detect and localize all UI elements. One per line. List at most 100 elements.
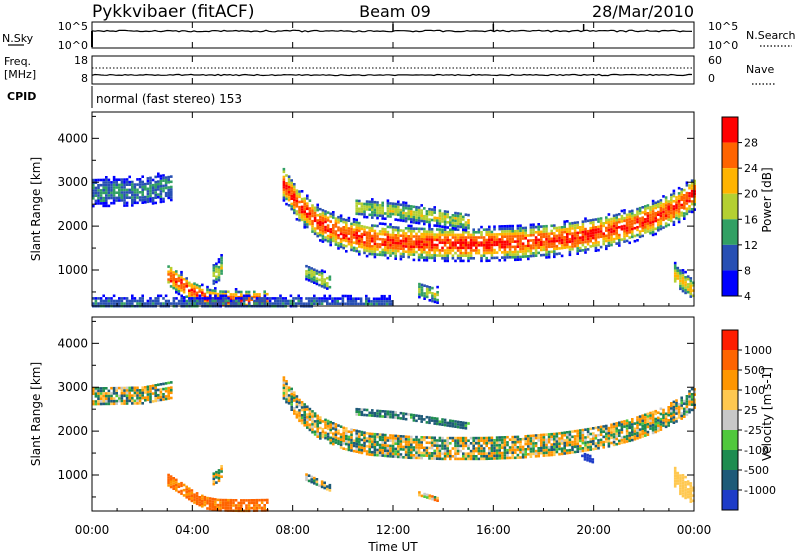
power-cell-main-1516 <box>667 218 670 221</box>
velocity-cell-pos_arc-17 <box>371 414 374 417</box>
velocity-cell-gs_band-52 <box>112 392 116 395</box>
power-cell-floor-232 <box>258 297 261 300</box>
power-cell-main-1251 <box>599 225 603 228</box>
velocity-cell-gs_main-1169 <box>677 403 681 406</box>
power-cell-arc-128 <box>410 212 413 216</box>
power-cell-main-301 <box>358 227 361 230</box>
power-cell-end-42 <box>686 288 690 291</box>
power-cell-main-1118 <box>566 220 569 223</box>
power-cell-floor-77 <box>146 299 150 303</box>
power-cell-floor-7 <box>97 297 100 300</box>
power-cell-main-1609 <box>690 208 694 211</box>
powerBar-swatch-0 <box>722 117 738 143</box>
power-cell-main-1231 <box>594 233 598 237</box>
power-cell-main-1217 <box>592 218 595 222</box>
power-cell-main-1070 <box>553 226 556 230</box>
power-cell-main-1074 <box>553 239 556 243</box>
velocity-cell-pos_arc-80 <box>438 423 442 426</box>
velocity-cell-gs_main-419 <box>420 441 423 444</box>
power-cell-main-1190 <box>584 220 587 223</box>
power-cell-main-849 <box>498 246 501 249</box>
power-cell-main-206 <box>332 239 335 243</box>
power-cell-main-715 <box>462 244 465 247</box>
velocity-cell-gs_main-162 <box>334 438 338 442</box>
power-cell-main-111 <box>308 215 312 218</box>
power-cell-main-1066 <box>550 242 553 246</box>
power-cell-rise-21 <box>217 278 221 282</box>
power-cell-main-1216 <box>589 245 592 248</box>
velBar-swatch-6 <box>722 450 738 470</box>
velocity-cell-gs_main-315 <box>386 447 390 450</box>
time-axis-ticks: 00:00 04:00 08:00 12:00 16:00 20:00 00:00 <box>75 22 711 537</box>
power-cell-main-1423 <box>646 204 650 207</box>
power-cell-main-1210 <box>589 226 592 230</box>
velocity-cell-gs_main-912 <box>589 432 592 436</box>
power-cell-main-182 <box>326 226 330 230</box>
power-cell-main-1026 <box>540 246 543 249</box>
power-cell-floor-128 <box>185 302 189 305</box>
power-cell-main-698 <box>459 233 462 237</box>
velocity-cell-gs_main-242 <box>363 439 366 442</box>
velocity-cell-gs_main-173 <box>339 438 343 441</box>
power-cell-main-1035 <box>542 243 546 246</box>
velocity-cell-gs_main-1191 <box>685 400 689 403</box>
power-cell-low-196 <box>255 295 259 299</box>
velocity-cell-gs_main-881 <box>579 431 582 435</box>
velocity-cell-gs_main-478 <box>441 444 444 448</box>
power-cell-floor-198 <box>232 299 235 303</box>
power-cell-main-1448 <box>651 210 655 213</box>
power-cell-arc-142 <box>415 216 418 219</box>
velocity-cell-gs_main-350 <box>397 450 400 453</box>
velocity-cell-gs_band-121 <box>141 396 144 400</box>
velocity-cell-gs_main-991 <box>618 421 621 424</box>
velocity-cell-neg_low-135 <box>245 504 248 507</box>
power-cell-main-868 <box>503 240 507 244</box>
date-title: 28/Mar/2010 <box>592 2 694 21</box>
power-cell-main-57 <box>295 194 299 198</box>
power-cell-floor-283 <box>292 299 295 303</box>
power-cell-band-19 <box>97 186 100 190</box>
power-cell-main-434 <box>391 239 395 242</box>
power-cell-main-495 <box>407 240 410 243</box>
velocity-cell-gs_main-1070 <box>644 416 647 419</box>
power-cell-main-738 <box>467 257 470 260</box>
power-cell-main-1006 <box>534 249 538 252</box>
velocity-cell-gs_main-422 <box>420 451 423 455</box>
power-cell-main-794 <box>485 233 488 237</box>
power-cell-main-89 <box>303 210 306 213</box>
velocity-cell-neg_ps2-12 <box>433 498 437 502</box>
velocity-cell-gs_main-261 <box>368 453 371 456</box>
power-cell-floor-84 <box>151 299 155 303</box>
power-cell-main-103 <box>306 217 309 221</box>
velocity-cell-neg_low-1 <box>167 476 170 479</box>
power-cell-main-1224 <box>592 236 595 240</box>
velocity-cell-gs_main-1199 <box>688 395 691 398</box>
power-cell-arc-91 <box>397 200 400 204</box>
power-cell-main-592 <box>430 233 434 236</box>
velocity-cell-gs_main-407 <box>415 454 418 457</box>
velocity-cell-pos_arc-94 <box>451 425 455 428</box>
velocity-cell-gs_main-415 <box>417 454 421 457</box>
power-cell-main-98 <box>306 202 309 205</box>
power-cell-main-625 <box>438 249 442 252</box>
power-cell-main-1562 <box>680 188 683 191</box>
velocity-cell-gs_main-258 <box>368 445 371 449</box>
power-cell-band-109 <box>123 180 126 184</box>
velocity-cell-gs_main-490 <box>446 436 449 440</box>
velocity-cell-pos_arc-87 <box>446 421 449 425</box>
power-cell-band-255 <box>167 186 170 189</box>
velocity-cell-neg_low-148 <box>253 504 256 507</box>
velocity-cell-gs_main-771 <box>542 441 546 444</box>
power-cell-band-70 <box>110 194 113 197</box>
velocity-cell-gs_main-1011 <box>623 440 626 444</box>
power-cell-ps1-2 <box>305 272 308 276</box>
power-cell-main-1098 <box>560 226 564 229</box>
power-cell-main-951 <box>521 234 525 238</box>
power-cell-rise-9 <box>215 267 218 271</box>
power-cell-main-33 <box>290 181 293 185</box>
power-cell-floor-314 <box>315 297 319 300</box>
velocity-cell-gs_main-417 <box>420 436 423 439</box>
power-cell-main-372 <box>376 235 379 238</box>
power-cell-main-775 <box>480 231 483 234</box>
power-cell-band-266 <box>170 196 173 199</box>
